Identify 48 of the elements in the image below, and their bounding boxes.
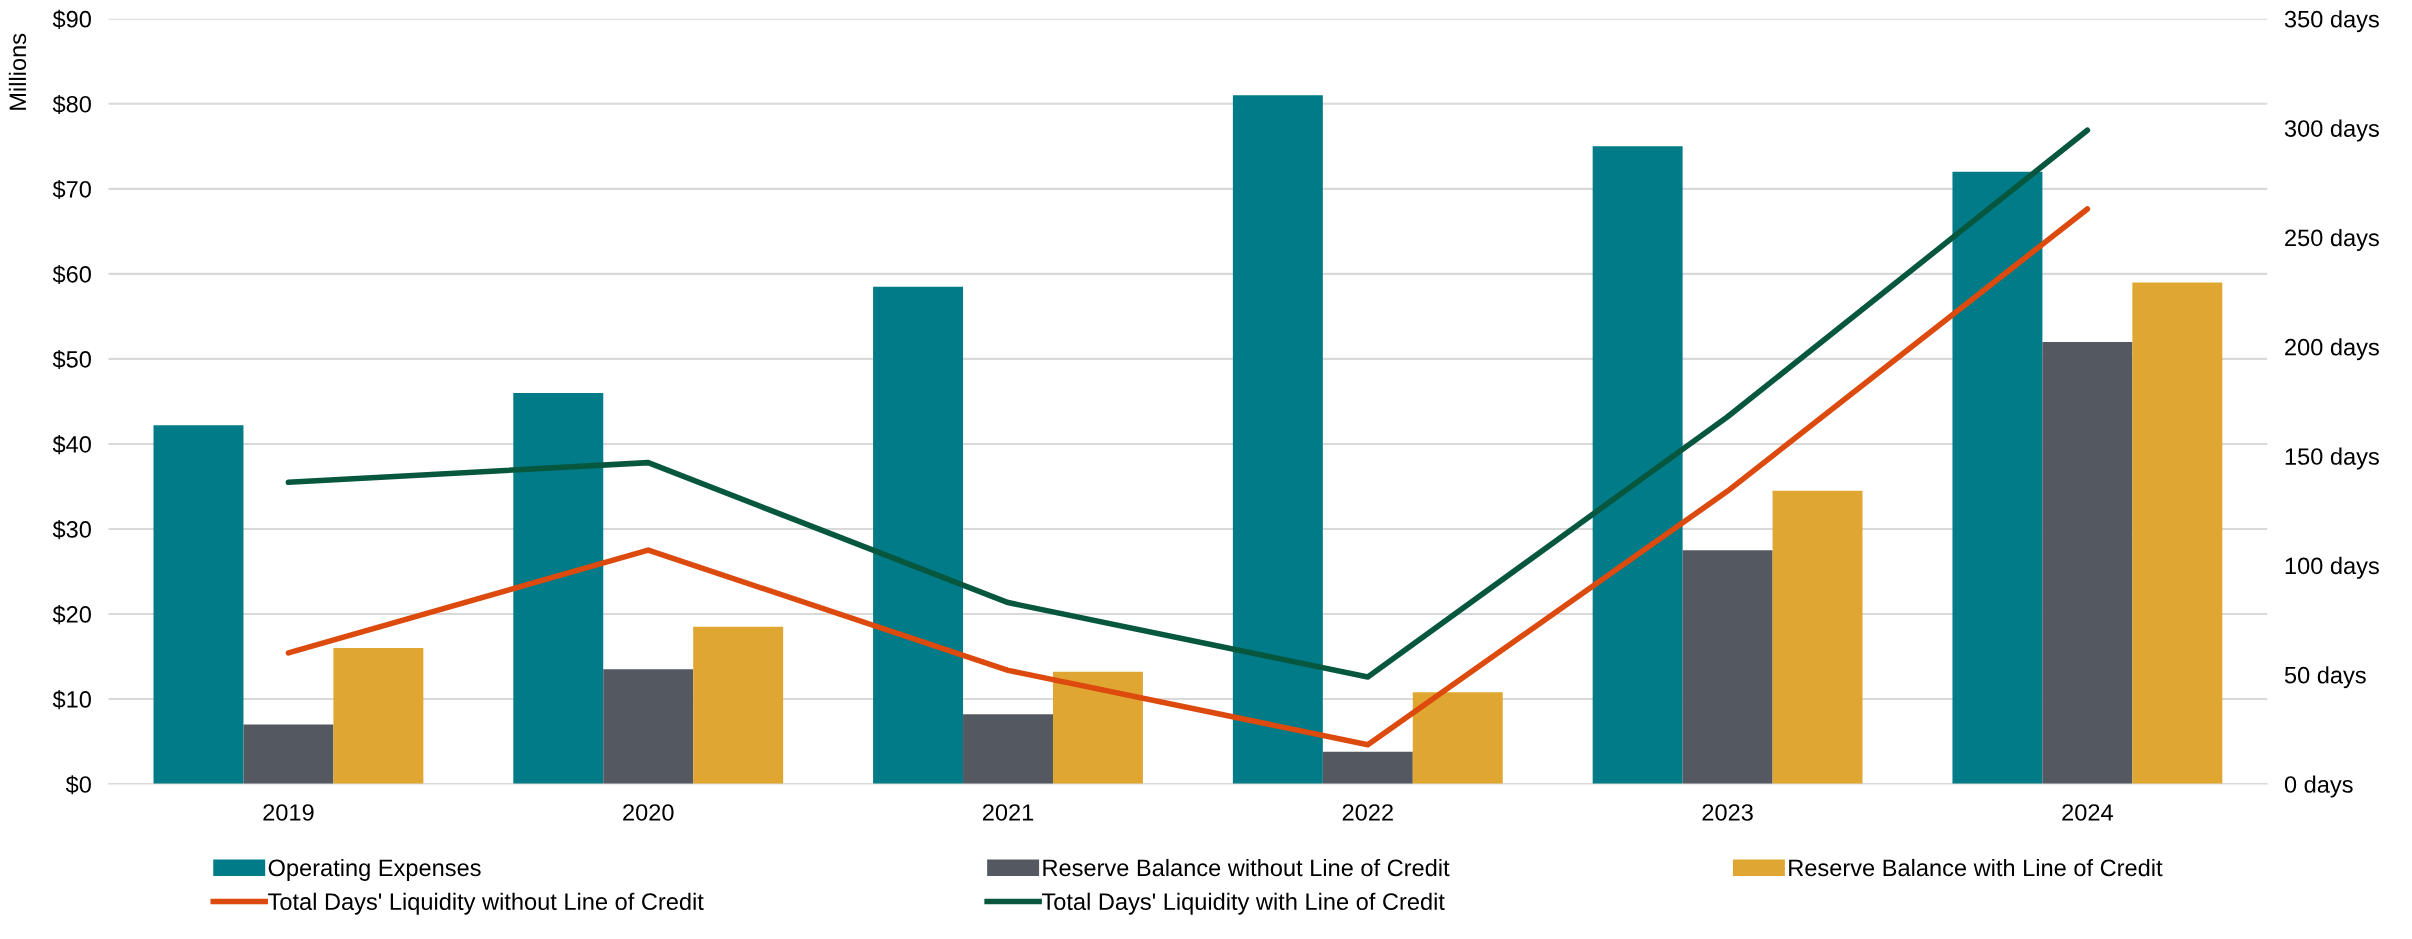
legend-label: Reserve Balance without Line of Credit	[1043, 858, 1450, 877]
legend-label: Total Days' Liquidity with Line of Credit	[1041, 892, 1445, 915]
bar	[1682, 550, 1773, 785]
bar	[1052, 671, 1143, 785]
bar	[1232, 95, 1323, 785]
y-tick-label: $50	[52, 349, 91, 370]
bar	[693, 626, 784, 785]
bar	[873, 286, 964, 785]
y-tick-label: $80	[52, 94, 91, 115]
y-tick-label: $90	[52, 9, 91, 29]
y-tick-label: $40	[52, 435, 91, 455]
legend-label: Operating Expenses	[268, 858, 481, 881]
y-tick-label: $70	[52, 179, 91, 200]
y2-tick-label: 350 days	[2284, 10, 2379, 33]
bar	[1592, 146, 1683, 785]
y-tick-label: $60	[52, 264, 91, 285]
y-tick-label: $20	[52, 605, 91, 625]
legend-label: Total Days' Liquidity without Line of Credit	[268, 892, 704, 915]
y2-tick-label: 300 days	[2284, 119, 2379, 142]
bar	[1322, 751, 1413, 785]
y-axis-title: Millions	[8, 33, 27, 110]
bar	[243, 724, 334, 785]
bar	[513, 392, 604, 785]
y2-tick-label: 0 days	[2284, 775, 2353, 798]
x-tick-label: 2024	[2062, 804, 2113, 821]
bar	[1952, 171, 2043, 785]
bar	[1412, 692, 1503, 785]
bar	[603, 669, 694, 785]
bar	[1772, 490, 1863, 785]
y-tick-label: $0	[65, 775, 91, 795]
y-tick-label: $10	[52, 690, 91, 710]
bar	[333, 648, 424, 785]
bar	[2132, 282, 2223, 785]
y2-tick-label: 250 days	[2285, 228, 2379, 251]
x-tick-label: 2022	[1342, 804, 1393, 821]
y2-tick-label: 50 days	[2284, 666, 2366, 689]
x-tick-label: 2019	[263, 804, 314, 821]
bar	[2042, 341, 2133, 785]
bar	[153, 425, 244, 785]
y2-tick-label: 100 days	[2285, 556, 2379, 579]
y2-tick-label: 200 days	[2285, 338, 2379, 361]
y-tick-label: $30	[52, 520, 91, 540]
y2-tick-label: 150 days	[2285, 447, 2379, 470]
bar	[963, 714, 1053, 785]
x-tick-label: 2021	[982, 804, 1034, 821]
legend-label: Reserve Balance with Line of Credit	[1789, 858, 2163, 877]
x-tick-label: 2020	[623, 804, 674, 821]
x-tick-label: 2023	[1702, 804, 1753, 821]
